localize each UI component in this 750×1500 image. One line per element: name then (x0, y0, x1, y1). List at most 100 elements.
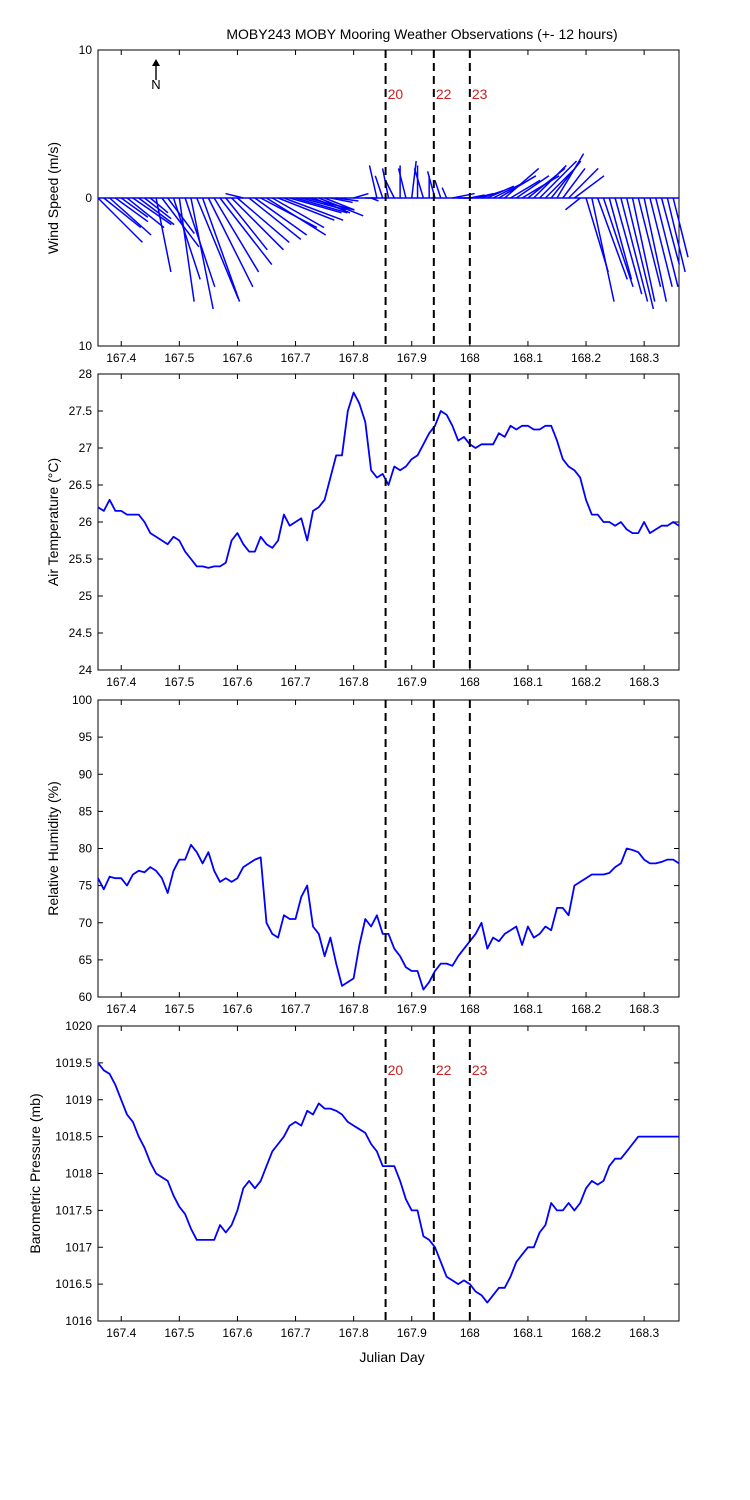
wind-vector (225, 192, 244, 199)
wind-vector (190, 197, 214, 310)
wind-vector (103, 197, 142, 229)
y-tick-label: 90 (79, 767, 93, 781)
y-tick-label: 27.5 (69, 404, 93, 418)
y-tick-label: 1018.5 (55, 1130, 92, 1144)
x-tick-label: 167.8 (339, 1002, 369, 1016)
wind-vector (515, 175, 550, 199)
wind-vector (533, 164, 567, 199)
wind-vector (666, 197, 686, 273)
wind-vector (608, 197, 633, 280)
air-temperature-panel: 167.4 167.5 167.6 167.7 167.8 167.9 168 168.1 16… (45, 367, 680, 689)
wind-vector (539, 160, 578, 199)
x-tick-label: 167.9 (397, 1326, 427, 1340)
x-tick-label: 168.2 (571, 351, 601, 365)
x-tick-label: 167.6 (222, 1326, 252, 1340)
wind-vector (254, 197, 308, 236)
x-tick-label: 168.1 (513, 675, 543, 689)
wind-vector (138, 197, 175, 226)
wind-vector (434, 180, 442, 199)
x-tick-label: 168.3 (629, 1326, 659, 1340)
y-tick-label: 60 (79, 990, 93, 1004)
wind-vector (441, 187, 448, 199)
x-tick-label: 167.6 (222, 351, 252, 365)
event-marker-label: 22 (436, 86, 452, 102)
wind-vector (413, 168, 425, 199)
wind-vector (655, 197, 679, 287)
x-tick-label: 167.5 (164, 675, 194, 689)
y-tick-label: 1017 (65, 1240, 92, 1254)
wind-vector (469, 194, 485, 199)
wind-speed-panel: 167.4 167.5 167.6 167.7 167.8 167.9 168 168.1 16… (45, 43, 689, 365)
wind-vector (207, 197, 254, 288)
x-tick-label: 168 (460, 1002, 480, 1016)
y-tick-label: 1019 (65, 1093, 92, 1107)
wind-vector (225, 197, 268, 251)
x-tick-label: 168.1 (513, 1326, 543, 1340)
north-indicator: N (151, 59, 161, 92)
wind-vector (120, 197, 149, 218)
wind-vector (167, 197, 195, 234)
event-marker-label: 23 (472, 1062, 488, 1078)
wind-vector (330, 197, 353, 204)
x-tick-label: 167.5 (164, 1002, 194, 1016)
x-tick-label: 168 (460, 675, 480, 689)
wind-vector (452, 192, 475, 199)
wind-vector (324, 197, 355, 211)
y-tick-label: 10 (79, 339, 93, 353)
axes-frame (97, 373, 680, 671)
wind-vector (353, 192, 369, 199)
event-marker-label: 20 (388, 86, 404, 102)
x-tick-label: 167.7 (281, 351, 311, 365)
wind-vector (564, 197, 581, 211)
wind-vector (132, 197, 172, 226)
x-tick-label: 167.7 (281, 1326, 311, 1340)
x-tick-label: 167.7 (281, 1002, 311, 1016)
y-axis-label: Relative Humidity (%) (45, 781, 61, 916)
wind-vector (155, 197, 172, 273)
wind-vector (384, 179, 395, 199)
wind-vector (283, 197, 344, 221)
wind-vector (660, 197, 681, 265)
wind-vector (295, 197, 348, 214)
wind-vector (556, 153, 585, 199)
wind-vector (510, 179, 541, 199)
wind-vector (213, 197, 260, 273)
north-label: N (151, 77, 160, 92)
series-line (97, 1062, 679, 1304)
barometric-pressure-panel: 167.4 167.5 167.6 167.7 167.8 167.9 168 168.1 16… (27, 1019, 680, 1340)
wind-vector (336, 197, 359, 202)
y-tick-label: 24 (79, 663, 93, 677)
x-tick-label: 167.4 (106, 1002, 136, 1016)
wind-vector (602, 197, 634, 288)
wind-vector (504, 167, 540, 199)
y-tick-label: 28 (79, 367, 93, 381)
y-tick-label: 25 (79, 589, 93, 603)
y-tick-label: 65 (79, 953, 93, 967)
wind-vector (277, 197, 335, 221)
x-tick-label: 168.1 (513, 1002, 543, 1016)
y-tick-label: 1016.5 (55, 1277, 92, 1291)
wind-vector (631, 197, 656, 302)
series-line (97, 843, 680, 991)
y-axis-label: Wind Speed (m/s) (45, 142, 61, 254)
x-tick-label: 167.7 (281, 675, 311, 689)
x-tick-label: 167.6 (222, 675, 252, 689)
wind-vector (573, 175, 605, 199)
relative-humidity-panel: 167.4 167.5 167.6 167.7 167.8 167.9 168 168.1 16… (45, 693, 680, 1016)
wind-vector (620, 197, 649, 302)
wind-vector (562, 167, 586, 199)
figure-title: MOBY243 MOBY Mooring Weather Observation… (226, 26, 617, 42)
wind-vector (178, 197, 195, 302)
north-arrowhead-icon (152, 59, 160, 66)
wind-vector (126, 197, 165, 229)
y-tick-label: 100 (72, 693, 92, 707)
x-tick-label: 167.4 (106, 1326, 136, 1340)
wind-vector (591, 197, 615, 302)
y-tick-label: 80 (79, 842, 93, 856)
x-tick-label: 168.2 (571, 1326, 601, 1340)
wind-vector (219, 197, 273, 266)
x-tick-label: 168.2 (571, 1002, 601, 1016)
wind-vector (486, 185, 515, 199)
series-line (97, 391, 680, 569)
